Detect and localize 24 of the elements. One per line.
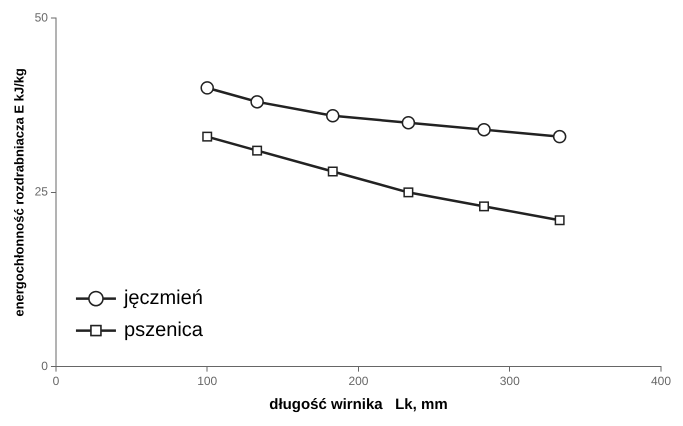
x-tick-label: 400 (650, 374, 672, 388)
y-tick-label: 25 (34, 184, 48, 199)
y-tick-label: 0 (41, 358, 48, 373)
x-tick-label: 200 (348, 374, 369, 388)
point (554, 215, 565, 226)
point (202, 132, 212, 142)
x-tick-label: 0 (52, 374, 60, 388)
y-axis-title: energochłonność rozdrabniacza E kJ/kg (11, 68, 26, 317)
x-axis-title: długość wirnika Lk, mm (269, 396, 448, 414)
x-tick-label: 100 (197, 374, 218, 388)
x-tick-label: 300 (500, 374, 520, 388)
legend-label: jęczmień (122, 287, 203, 310)
point (403, 187, 414, 198)
y-tick-label: 50 (34, 10, 48, 25)
point (552, 130, 566, 144)
point (479, 201, 490, 212)
point (250, 95, 264, 109)
point (200, 81, 214, 95)
point (328, 166, 338, 176)
point (402, 116, 416, 130)
point (477, 122, 491, 136)
point (326, 109, 340, 122)
point (252, 146, 262, 156)
legend-label: pszenica (124, 319, 204, 342)
